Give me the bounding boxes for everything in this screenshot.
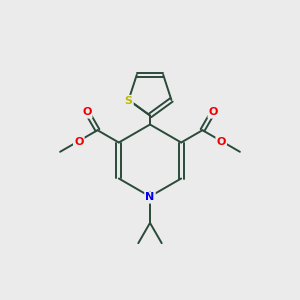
Text: S: S: [124, 96, 133, 106]
Text: O: O: [217, 137, 226, 147]
Text: O: O: [208, 107, 218, 118]
Text: N: N: [146, 193, 154, 202]
Text: O: O: [74, 137, 83, 147]
Text: O: O: [82, 107, 92, 118]
